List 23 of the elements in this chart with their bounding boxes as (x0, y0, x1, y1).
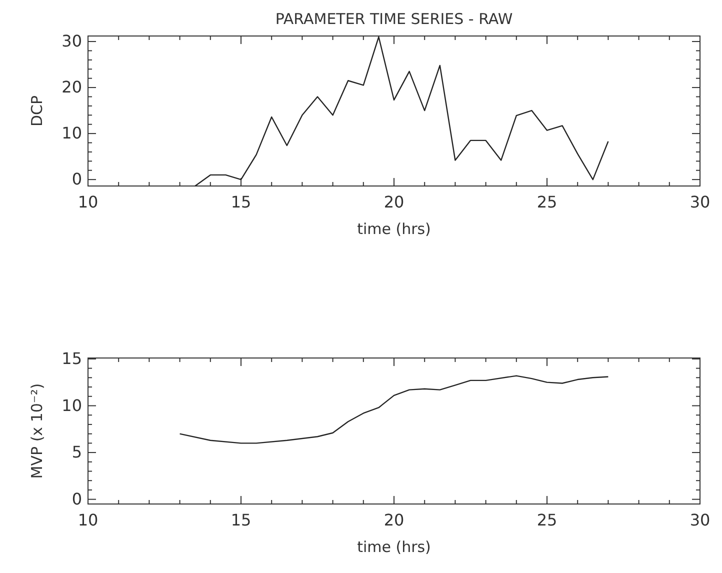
x-tick-label: 15 (230, 510, 252, 530)
y-axis-title: DCP (28, 95, 46, 127)
y-tick-label: 5 (72, 442, 82, 462)
y-tick-label: 30 (62, 32, 82, 51)
x-tick-label: 30 (690, 192, 710, 212)
x-tick-label: 20 (384, 192, 404, 212)
y-tick-label: 10 (62, 396, 82, 415)
x-tick-label: 25 (536, 510, 558, 530)
y-tick-label: 0 (72, 170, 82, 189)
line-series (179, 375, 609, 444)
chart-title: PARAMETER TIME SERIES - RAW (275, 10, 513, 28)
x-tick-label: 30 (690, 510, 710, 530)
x-axis-title: time (hrs) (357, 538, 431, 556)
x-axis-title: time (hrs) (357, 220, 431, 238)
x-tick-label: 25 (536, 192, 558, 212)
x-tick-label: 15 (230, 192, 252, 212)
line-series (194, 36, 609, 187)
x-tick-label: 20 (384, 510, 404, 530)
y-tick-label: 10 (62, 124, 82, 143)
y-tick-label: 15 (62, 349, 82, 368)
y-tick-label: 20 (62, 78, 82, 97)
y-tick-label: 0 (72, 489, 82, 508)
y-axis-title: MVP (x 10⁻²) (28, 383, 46, 479)
